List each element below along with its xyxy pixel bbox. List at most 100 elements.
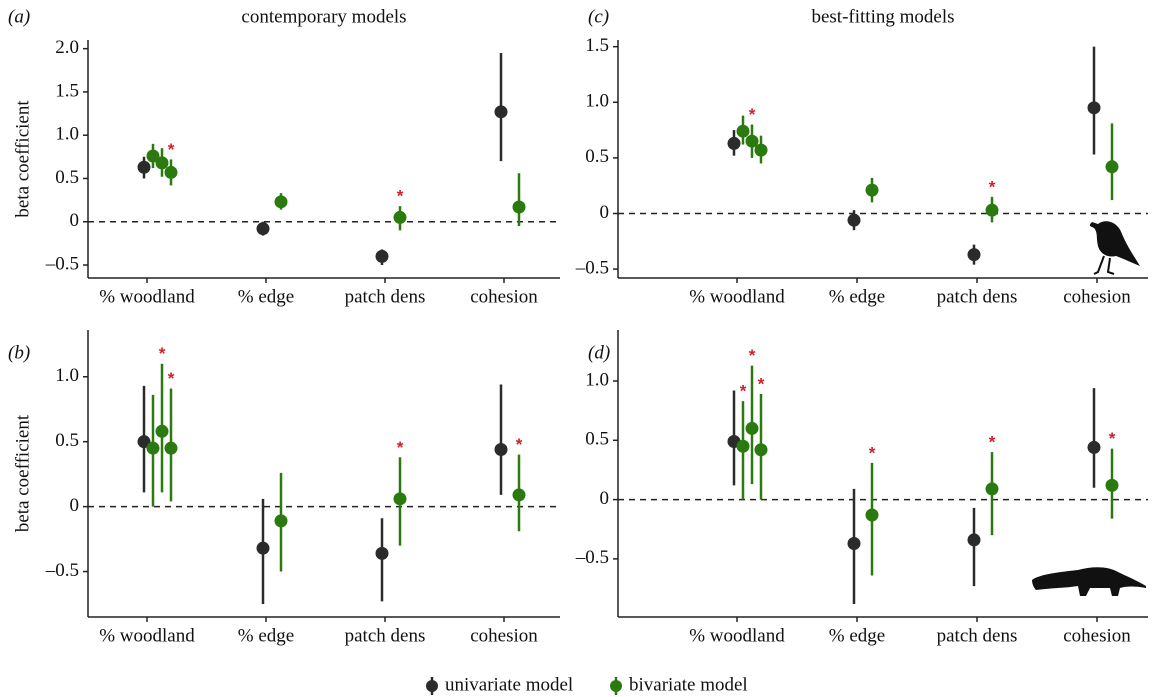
- panel-label: (c): [588, 6, 609, 27]
- point: [736, 439, 750, 453]
- significance-star: *: [1109, 429, 1116, 448]
- x-tick-label: cohesion: [470, 625, 538, 646]
- point: [375, 546, 389, 560]
- point: [754, 443, 768, 457]
- point: [985, 482, 999, 496]
- legend-label: bivariate model: [629, 674, 748, 695]
- point: [745, 134, 759, 148]
- point: [494, 105, 508, 119]
- y-tick-label: –0.5: [45, 253, 79, 274]
- point: [754, 143, 768, 157]
- y-tick-label: 0.5: [585, 429, 609, 450]
- point: [847, 213, 861, 227]
- point: [274, 195, 288, 209]
- significance-star: *: [168, 140, 175, 159]
- y-tick-label: –0.5: [45, 560, 79, 581]
- point: [393, 210, 407, 224]
- panel-label: (b): [8, 342, 30, 363]
- y-tick-label: 1.0: [585, 91, 609, 112]
- point: [137, 435, 151, 449]
- panel-label: (a): [8, 6, 30, 27]
- anteater-silhouette: [1032, 567, 1146, 596]
- point: [865, 183, 879, 197]
- legend-label: univariate model: [445, 674, 573, 695]
- point: [494, 442, 508, 456]
- x-tick-label: patch dens: [345, 625, 426, 646]
- x-tick-label: cohesion: [470, 286, 538, 307]
- significance-star: *: [516, 435, 523, 454]
- panel-title: best-fitting models: [811, 6, 954, 27]
- point: [967, 533, 981, 547]
- legend-marker: [610, 680, 622, 692]
- x-tick-label: patch dens: [345, 286, 426, 307]
- point: [256, 541, 270, 555]
- x-tick-label: % woodland: [689, 625, 785, 646]
- point: [155, 156, 169, 170]
- point: [1087, 440, 1101, 454]
- point: [1105, 160, 1119, 174]
- point: [274, 514, 288, 528]
- point: [847, 536, 861, 550]
- x-tick-label: % edge: [829, 625, 885, 646]
- x-tick-label: % edge: [238, 625, 294, 646]
- point: [146, 149, 160, 163]
- significance-star: *: [740, 382, 747, 401]
- x-tick-label: patch dens: [937, 625, 1018, 646]
- x-tick-label: cohesion: [1063, 625, 1131, 646]
- point: [146, 441, 160, 455]
- point: [137, 160, 151, 174]
- significance-star: *: [749, 105, 756, 124]
- y-tick-label: 0.5: [55, 167, 79, 188]
- point: [727, 136, 741, 150]
- bird-silhouette: [1089, 221, 1140, 275]
- point: [1087, 101, 1101, 115]
- y-tick-label: 1.5: [585, 35, 609, 56]
- x-tick-label: patch dens: [937, 286, 1018, 307]
- y-tick-label: 0.5: [55, 430, 79, 451]
- x-tick-label: % edge: [238, 286, 294, 307]
- significance-star: *: [159, 344, 166, 363]
- point: [164, 441, 178, 455]
- point: [512, 200, 526, 214]
- y-tick-label: 2.0: [55, 37, 79, 58]
- significance-star: *: [989, 177, 996, 196]
- significance-star: *: [869, 443, 876, 462]
- y-tick-label: 0.5: [585, 146, 609, 167]
- legend-marker: [426, 680, 438, 692]
- point: [736, 124, 750, 138]
- point: [155, 424, 169, 438]
- y-axis-title: beta coefficient: [12, 100, 33, 218]
- panel-label: (d): [588, 342, 610, 363]
- y-axis-title: beta coefficient: [12, 414, 33, 532]
- y-tick-label: 0: [600, 202, 610, 223]
- y-tick-label: 1.5: [55, 80, 79, 101]
- y-tick-label: 1.0: [585, 369, 609, 390]
- y-tick-label: 1.0: [55, 124, 79, 145]
- point: [1105, 478, 1119, 492]
- x-tick-label: % woodland: [99, 625, 195, 646]
- point: [512, 488, 526, 502]
- significance-star: *: [168, 369, 175, 388]
- significance-star: *: [989, 433, 996, 452]
- y-tick-label: 1.0: [55, 365, 79, 386]
- x-tick-label: % woodland: [99, 286, 195, 307]
- point: [256, 222, 270, 236]
- point: [164, 165, 178, 179]
- y-tick-label: 0: [70, 210, 80, 231]
- x-tick-label: % edge: [829, 286, 885, 307]
- significance-star: *: [397, 438, 404, 457]
- significance-star: *: [758, 375, 765, 394]
- y-tick-label: 0: [70, 495, 80, 516]
- x-tick-label: % woodland: [689, 286, 785, 307]
- point: [985, 203, 999, 217]
- y-tick-label: 0: [600, 488, 610, 509]
- point: [865, 508, 879, 522]
- y-tick-label: –0.5: [575, 257, 609, 278]
- x-tick-label: cohesion: [1063, 286, 1131, 307]
- point: [967, 248, 981, 262]
- point: [745, 421, 759, 435]
- point: [375, 249, 389, 263]
- significance-star: *: [397, 187, 404, 206]
- point: [393, 492, 407, 506]
